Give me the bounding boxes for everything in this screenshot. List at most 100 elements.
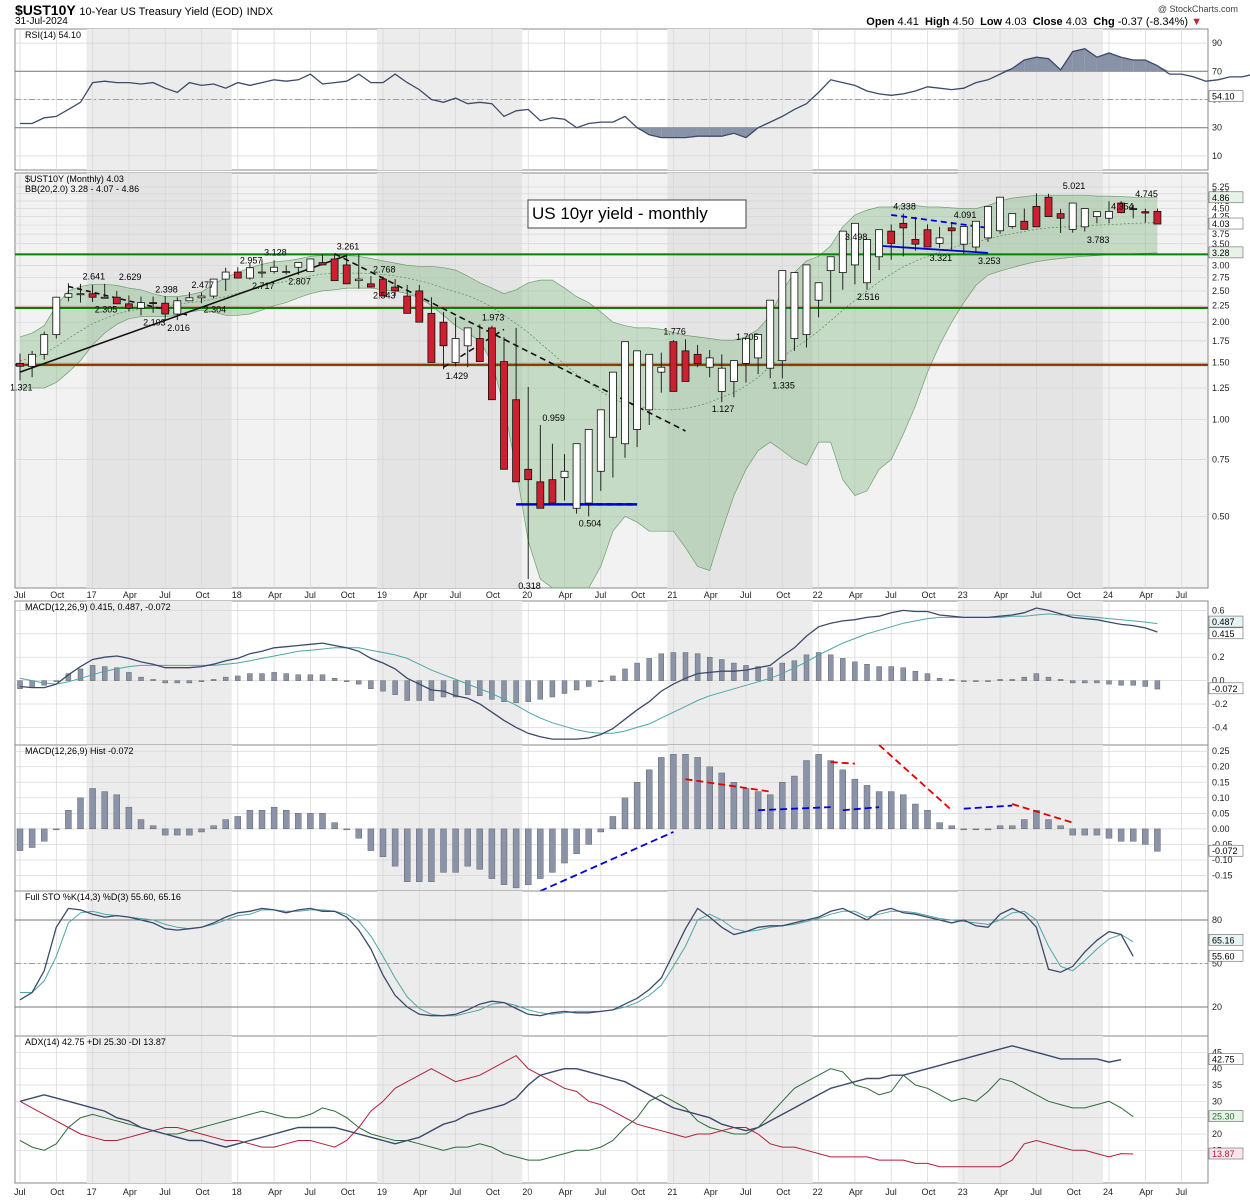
up-candle [826,256,835,272]
x-tick-label: 21 [667,1187,677,1197]
annotation-text: US 10yr yield - monthly [532,204,708,223]
down-candle [342,264,351,285]
hist-bar [149,825,157,830]
up-candle [705,357,714,368]
macd-hist-bar [767,667,773,681]
x-tick-label: Apr [413,1187,427,1197]
macd-hist-bar [17,680,23,690]
macd-hist-bar [1082,680,1088,684]
hist-bar [343,828,350,831]
x-tick-label: 24 [1103,590,1113,600]
hist-bar [16,828,24,851]
down-candle [427,312,436,363]
up-candle [28,353,37,367]
plus-di-tag-text: 25.30 [1212,1112,1235,1122]
hist-bar [161,828,169,836]
rsi-oversold-fill [709,127,722,137]
hist-bar [113,794,121,830]
up-candle [996,196,1004,232]
y-tick-label: 2.00 [1212,317,1230,327]
x-tick-label: Jul [595,590,607,600]
macd-hist-bar [900,667,906,681]
y-tick-label: 40 [1212,1064,1222,1074]
hist-bar [525,828,532,885]
up-candle [52,296,61,336]
macd-hist-bar [973,680,979,682]
rsi-overbought-fill [1096,52,1109,72]
swing-label: 3.253 [978,256,1001,266]
x-tick-label: Jul [450,590,462,600]
y-tick-label: 30 [1212,123,1222,133]
macd-hist-bar [368,680,374,690]
up-candle [245,267,254,279]
up-candle [354,278,363,282]
down-candle [536,481,545,509]
swing-label: 1.321 [10,382,33,392]
down-candle [391,286,400,292]
macd-hist-bar [1069,680,1076,684]
up-candle [64,293,73,298]
macd-hist-bar [101,666,108,681]
down-candle [161,302,170,315]
hist-bar [1033,810,1040,830]
y-tick-label: 4.25 [1212,212,1230,222]
macd-hist-bar [912,671,919,681]
macd-hist-bar [356,680,362,685]
swing-label: 1.776 [663,327,686,337]
hist-bar [936,822,943,830]
hist-bar [609,816,617,830]
macd-hist-bar [682,652,689,681]
macd-hist-bar [586,680,592,687]
macd-hist-bar [150,679,156,681]
high-value: 4.50 [952,16,974,28]
rsi-value-tag: 54.10 [1208,90,1244,102]
macd-hist-bar [29,680,35,688]
price-tag-text: 3.28 [1212,248,1230,258]
up-candle [306,258,315,272]
hist-bar [1057,825,1064,830]
hist-bar [1105,828,1113,839]
up-candle [270,266,279,272]
hist-bar [283,810,290,830]
x-tick-label: Apr [994,590,1008,600]
x-tick-label: Oct [776,1187,791,1197]
symbol: $UST10Y [15,2,76,18]
bb-upper-line [19,194,1158,341]
x-tick-label: 22 [813,590,823,600]
macd-hist-bar [222,676,229,681]
hist-bar [440,828,447,873]
y-tick-label: 1.25 [1212,383,1230,393]
hist-bar [839,769,846,830]
y-tick-label: -0.2 [1212,699,1228,709]
macd-hist-tag: -0.072 [1208,682,1244,695]
hist-bar [670,754,677,830]
hist-bar [1093,828,1101,836]
macd-hist-bar [936,678,943,681]
hist-bar [730,782,738,830]
down-candle [1056,213,1065,219]
macd-hist-bar [719,659,725,681]
candles [16,193,1162,579]
down-candle [439,321,448,347]
red-divergence-line [830,761,855,765]
swing-label: 2.807 [288,277,311,287]
y-tick-label: 2.25 [1212,301,1230,311]
bollinger-band [20,195,1158,589]
macd-grid [19,601,1182,745]
down-candle [16,363,24,367]
hist-bar [222,819,229,830]
hist-bar [186,828,193,836]
hist-bar [875,791,883,830]
hist-bar [718,772,725,830]
up-candle [173,300,182,315]
down-candle [366,283,375,288]
hist-bar [912,803,919,830]
x-tick-label: Jul [885,1187,897,1197]
x-tick-label: Jul [304,590,316,600]
macd-hist-bar [791,660,798,681]
open-label: Open [866,16,895,28]
down-candle [1117,202,1125,214]
down-candle [233,271,242,279]
macd-hist-bar [235,675,241,681]
x-tick-label: Oct [486,1187,501,1197]
